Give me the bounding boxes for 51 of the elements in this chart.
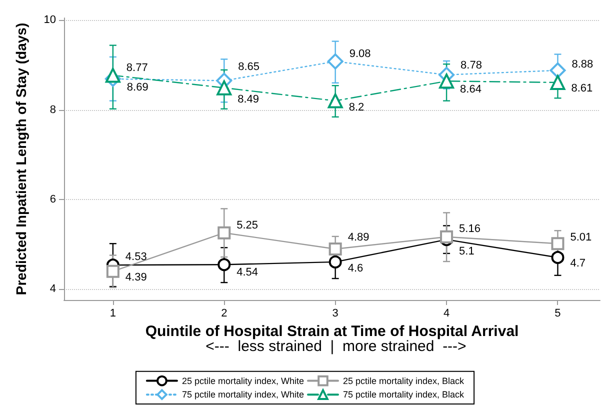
data-label: 8.77 [126, 62, 148, 74]
point [328, 93, 343, 108]
point [105, 68, 120, 83]
data-label: 4.89 [348, 231, 370, 244]
point [551, 237, 564, 250]
y-tick-label: 8 [50, 104, 56, 116]
point [439, 74, 454, 89]
point [216, 80, 232, 96]
y-tick-label: 6 [50, 193, 56, 206]
legend-label: 25 pctile mortality index, Black [343, 376, 465, 386]
y-axis-title: Predicted Inpatient Length of Stay (days) [13, 22, 29, 296]
x-axis-title: Quintile of Hospital Strain at Time of Hospital Arrival [145, 322, 519, 340]
point [327, 53, 344, 70]
data-label: 5.1 [459, 246, 474, 258]
text: <--- less strained | more strained ---> [206, 338, 467, 355]
legend-label: 25 pctile mortality index, White [182, 376, 304, 386]
data-label: 8.49 [238, 94, 260, 106]
y-tick-label: 10 [44, 14, 56, 26]
data-label: 4.7 [570, 257, 586, 270]
x-tick-label: 5 [554, 308, 561, 320]
x-tick-label: 4 [443, 308, 450, 320]
point [550, 74, 566, 90]
x-tick-label: 3 [332, 308, 338, 320]
y-tick-label: 4 [50, 282, 56, 295]
data-label: 8.64 [460, 84, 482, 96]
data-label: 5.25 [236, 220, 258, 232]
point [106, 264, 120, 278]
point [328, 255, 342, 268]
data-label: 8.61 [571, 82, 593, 94]
point [218, 226, 231, 240]
data-label: 5.01 [570, 232, 592, 244]
data-label: 8.69 [126, 81, 148, 94]
point [440, 230, 454, 244]
point [328, 242, 342, 256]
data-label: 4.53 [125, 250, 147, 263]
point [551, 250, 564, 264]
data-label: 8.65 [238, 61, 260, 74]
point [550, 62, 566, 78]
data-label: 5.16 [459, 223, 480, 236]
data-label: 4.39 [125, 271, 147, 284]
data-label: 8.2 [348, 102, 364, 114]
legend-label: 75 pctile mortality index, Black [343, 390, 465, 400]
legend-label: 75 pctile mortality index, White [182, 390, 304, 400]
point [218, 258, 231, 272]
data-label: 4.6 [348, 262, 364, 275]
x-tick-label: 1 [110, 308, 116, 320]
data-label: 8.88 [572, 58, 594, 70]
x-tick-label: 2 [221, 308, 228, 320]
data-label: 9.08 [349, 48, 371, 60]
data-label: 4.54 [236, 266, 258, 278]
data-label: 8.78 [460, 60, 482, 72]
